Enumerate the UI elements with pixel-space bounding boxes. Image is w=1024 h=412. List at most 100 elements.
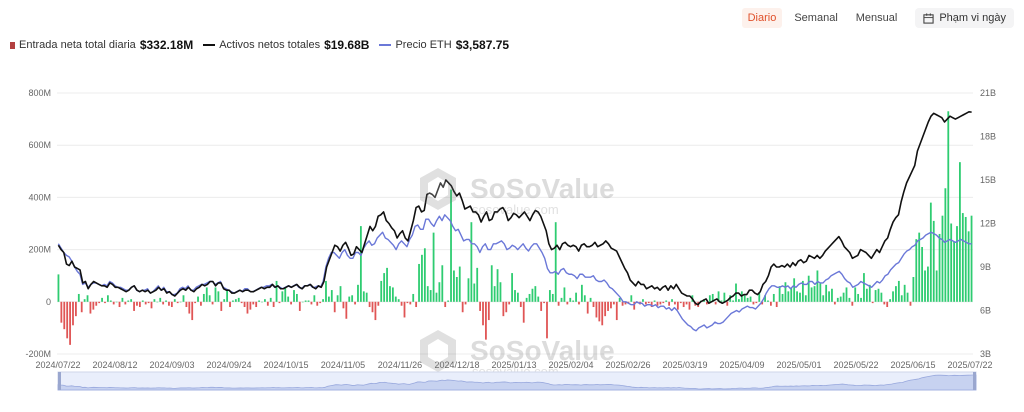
flow-bar [895,286,897,302]
flow-bar [252,301,255,305]
date-range-label: Phạm vi ngày [939,12,1006,24]
flow-bar [69,301,71,345]
flow-bar [57,274,60,302]
flow-bar [173,299,176,302]
flow-bar [743,295,746,302]
flow-bar [144,301,147,305]
flow-bar [168,301,170,306]
y-left-tick-label: 600M [28,140,51,150]
flow-bar [412,293,415,302]
flow-bar [249,301,252,310]
flow-bar [764,295,766,302]
x-tick-label: 2024/12/18 [434,360,479,370]
flow-bar [101,297,103,302]
legend-swatch-assets [203,44,216,46]
x-tick-label: 2024/10/15 [263,360,308,370]
flow-bar [371,301,374,313]
flow-bar [342,301,345,309]
flow-bar [470,222,473,302]
navigator-handle-left[interactable] [58,372,61,390]
flow-bar [211,301,214,305]
flow-bar [566,301,569,305]
flow-bar [831,288,833,302]
flow-bar [441,265,444,302]
flow-bar [487,301,490,321]
x-tick-label: 2024/11/26 [378,360,422,370]
watermark-brand-bottom: SoSoValue [470,335,615,366]
flow-bar [153,299,156,302]
flow-bar [66,301,69,339]
flow-bar [406,301,409,304]
x-tick-label: 2025/06/15 [890,360,935,370]
y-left-tick-label: 200M [28,245,51,255]
tab-monthly[interactable]: Mensual [855,12,898,24]
flow-bar [688,301,691,310]
flow-bar [269,297,272,302]
flow-bar [423,248,426,302]
date-range-button[interactable]: Phạm vi ngày [915,8,1014,28]
flow-bar [900,295,903,302]
flow-bar [642,299,644,302]
flow-bar [98,301,101,304]
watermark-logo-top: SoSoValue sosovalue.com [420,168,615,217]
legend-item-eth[interactable]: Precio ETH $3,587.75 [379,38,509,52]
series-lines [57,111,972,332]
chart-legend: Entrada neta total diaria $332.18M Activ… [10,38,509,52]
flow-bar [482,301,484,326]
flow-bar [804,295,807,302]
flow-bar [892,291,894,302]
tab-weekly[interactable]: Semanal [794,12,838,24]
flow-bar [711,293,714,302]
flow-bar [232,300,234,302]
flow-bar [851,301,854,306]
flow-bar [118,301,121,308]
range-navigator[interactable] [57,371,977,391]
y-right-tick-label: 6B [980,306,991,316]
flow-bar [182,295,185,302]
flow-bar [304,300,307,302]
flow-bar [290,301,292,305]
flow-bar [115,301,118,303]
flow-bar [749,296,752,302]
flow-bar [932,220,935,302]
flow-bar [386,267,388,302]
flow-bar [540,301,543,311]
legend-swatch-inflow [10,41,15,49]
legend-value-assets: $19.68B [324,38,370,52]
flow-bar [330,290,333,302]
flow-bar [537,296,540,302]
flow-bar [586,301,589,314]
flow-bar [284,287,287,302]
watermark-url-top: sosovalue.com [472,202,559,217]
flow-bar [438,282,441,302]
x-tick-label: 2025/05/22 [833,360,878,370]
flow-bar [327,296,330,302]
flow-bar [200,301,202,306]
flow-bar [528,293,531,302]
flow-bar [746,297,749,302]
flow-bar [810,287,813,302]
tab-daily[interactable]: Diario [741,8,783,28]
flow-bar [816,270,819,302]
flow-bar [197,296,199,302]
flow-bar [959,162,961,302]
flow-bar [316,301,319,306]
flow-bar [560,297,563,302]
flow-bar [348,296,351,302]
navigator-handle-right[interactable] [973,372,976,390]
flow-bar [953,241,955,302]
flow-bar [752,301,755,305]
flow-bar [243,301,246,308]
y-right-tick-label: 15B [980,175,996,185]
x-tick-label: 2024/07/22 [35,360,80,370]
flow-bar [80,301,83,313]
flow-bar [877,288,880,302]
legend-label-assets: Activos netos totales [219,39,321,51]
flow-bar [220,301,223,311]
legend-item-assets[interactable]: Activos netos totales $19.68B [203,38,369,52]
flow-bar [226,290,229,302]
legend-item-inflow[interactable]: Entrada neta total diaria $332.18M [10,38,193,52]
flow-bar [296,293,298,302]
flow-bar [106,295,109,302]
